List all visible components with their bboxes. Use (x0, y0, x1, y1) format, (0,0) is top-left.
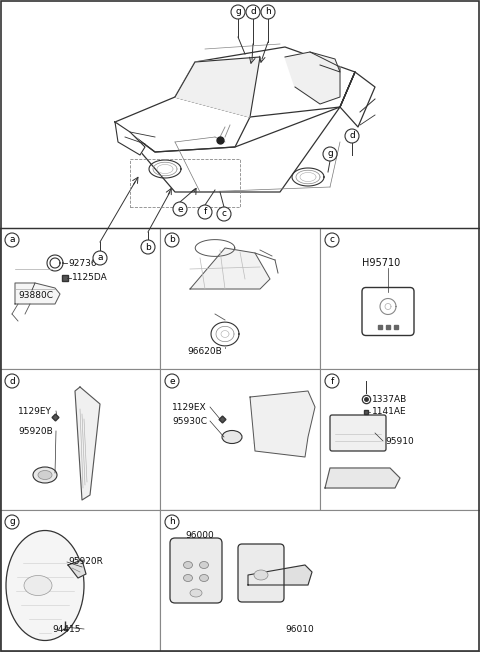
Circle shape (165, 233, 179, 247)
Bar (160, 369, 320, 510)
Polygon shape (15, 283, 60, 304)
Ellipse shape (254, 570, 268, 580)
Text: 1129EX: 1129EX (172, 402, 206, 411)
Circle shape (141, 240, 155, 254)
Text: 95920R: 95920R (68, 557, 103, 567)
Ellipse shape (6, 531, 84, 640)
Bar (0, 228, 160, 369)
Text: 95920B: 95920B (18, 426, 53, 436)
Ellipse shape (24, 576, 52, 595)
Circle shape (325, 233, 339, 247)
Polygon shape (190, 248, 270, 289)
Text: g: g (9, 518, 15, 527)
Polygon shape (68, 560, 86, 578)
Text: g: g (327, 149, 333, 158)
Text: b: b (145, 243, 151, 252)
Text: b: b (169, 235, 175, 244)
Polygon shape (75, 387, 100, 500)
Circle shape (198, 205, 212, 219)
FancyBboxPatch shape (362, 288, 414, 336)
FancyBboxPatch shape (330, 415, 386, 451)
Text: c: c (221, 209, 227, 218)
Bar (0, 510, 160, 651)
Polygon shape (115, 97, 250, 152)
Circle shape (323, 147, 337, 161)
Text: c: c (329, 235, 335, 244)
Bar (320, 228, 480, 369)
Polygon shape (325, 468, 400, 488)
Text: 1125DA: 1125DA (72, 273, 108, 282)
Text: 93880C: 93880C (18, 291, 53, 301)
Text: 95930C: 95930C (172, 417, 207, 426)
Text: h: h (265, 8, 271, 16)
Text: d: d (9, 376, 15, 385)
Circle shape (261, 5, 275, 19)
Text: f: f (204, 207, 206, 216)
Text: d: d (349, 132, 355, 140)
Circle shape (325, 374, 339, 388)
Ellipse shape (183, 574, 192, 582)
Circle shape (345, 129, 359, 143)
Circle shape (165, 515, 179, 529)
Bar (160, 228, 320, 369)
Text: 1129EY: 1129EY (18, 406, 52, 415)
Bar (160, 510, 480, 651)
Ellipse shape (190, 589, 202, 597)
Text: 96620B: 96620B (188, 346, 222, 355)
Text: 96010: 96010 (286, 625, 314, 634)
Text: d: d (250, 8, 256, 16)
Circle shape (5, 515, 19, 529)
Circle shape (246, 5, 260, 19)
Bar (130, 159, 240, 207)
Circle shape (231, 5, 245, 19)
Circle shape (165, 374, 179, 388)
Polygon shape (285, 52, 340, 104)
Ellipse shape (200, 574, 208, 582)
Circle shape (5, 233, 19, 247)
Text: 96000: 96000 (186, 531, 215, 541)
Text: e: e (177, 205, 183, 213)
Circle shape (173, 202, 187, 216)
Bar (0, 369, 160, 510)
Ellipse shape (183, 561, 192, 569)
Bar (160, 510, 320, 651)
Text: 1141AE: 1141AE (372, 408, 407, 417)
Polygon shape (250, 391, 315, 457)
FancyBboxPatch shape (238, 544, 284, 602)
Text: g: g (235, 8, 241, 16)
Text: a: a (97, 254, 103, 263)
Circle shape (93, 251, 107, 265)
Text: f: f (330, 376, 334, 385)
Text: a: a (9, 235, 15, 244)
Text: H95710: H95710 (362, 258, 400, 268)
Ellipse shape (200, 561, 208, 569)
Text: 1337AB: 1337AB (372, 394, 407, 404)
Polygon shape (310, 52, 340, 72)
Circle shape (217, 207, 231, 221)
FancyBboxPatch shape (170, 538, 222, 603)
Bar (320, 369, 480, 510)
Ellipse shape (38, 471, 52, 479)
Polygon shape (248, 565, 312, 585)
Polygon shape (115, 122, 145, 155)
Polygon shape (115, 72, 355, 192)
Text: e: e (169, 376, 175, 385)
Text: 95910: 95910 (385, 436, 414, 445)
Text: 94415: 94415 (52, 625, 81, 634)
Polygon shape (340, 72, 375, 127)
Polygon shape (175, 47, 355, 117)
Polygon shape (175, 57, 260, 117)
Ellipse shape (222, 430, 242, 443)
Ellipse shape (33, 467, 57, 483)
Text: 92736: 92736 (68, 258, 96, 267)
Circle shape (5, 374, 19, 388)
Text: h: h (169, 518, 175, 527)
